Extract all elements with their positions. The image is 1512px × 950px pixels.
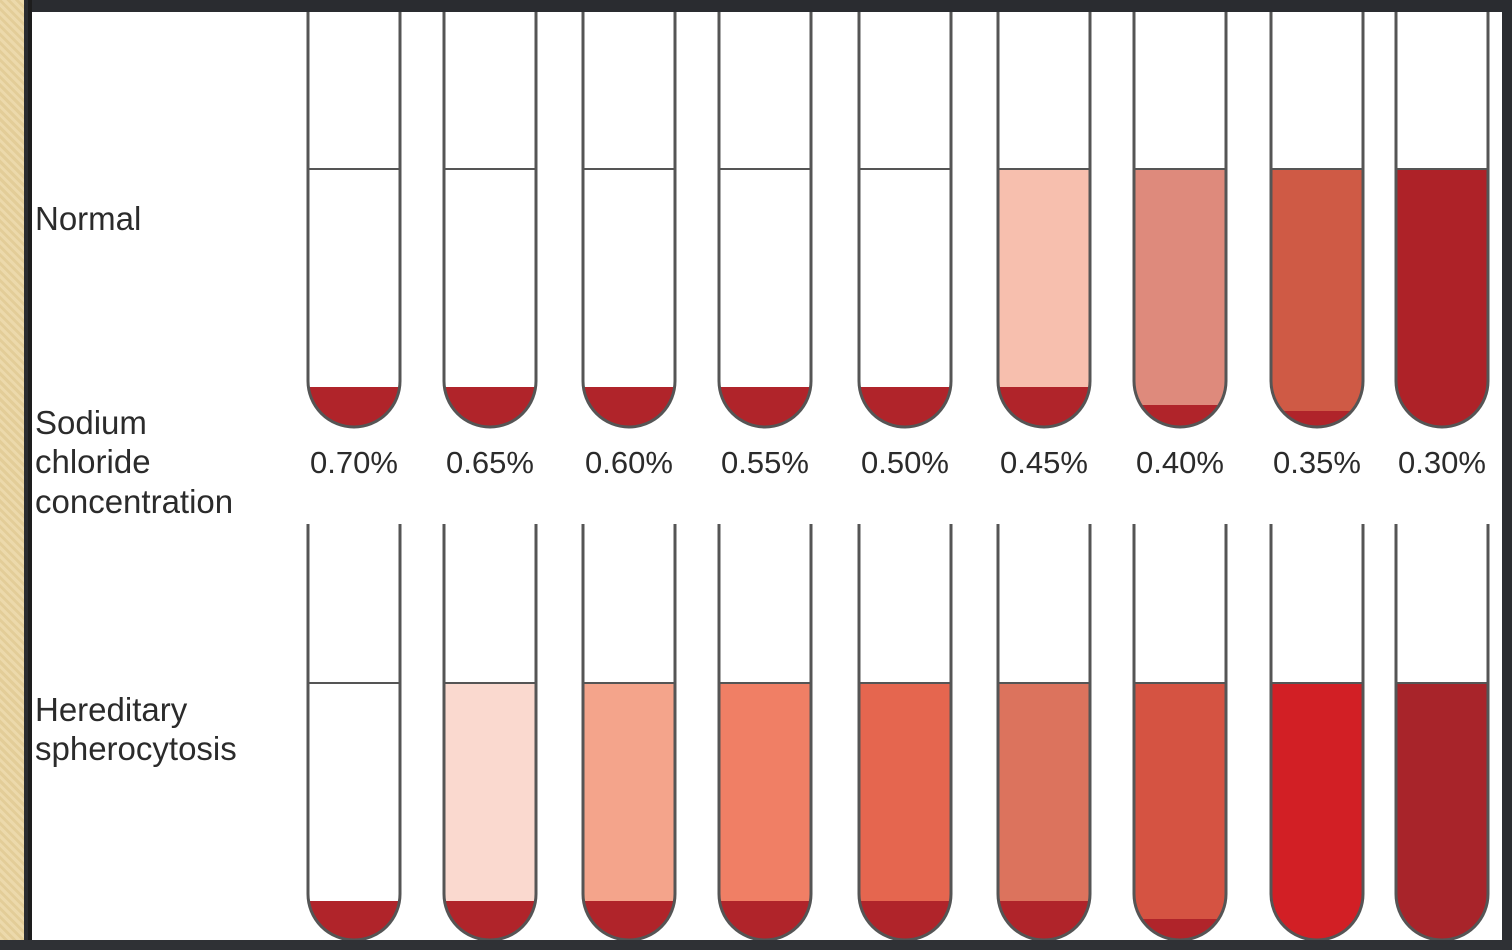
tube-outline <box>996 524 1092 940</box>
tube-outline <box>442 524 538 940</box>
tube-liquid <box>583 683 675 940</box>
concentration-label-5: 0.50% <box>861 445 949 480</box>
tubes-layer <box>306 12 1490 940</box>
tube-outline <box>1394 524 1490 940</box>
tube-normal-7 <box>1132 12 1228 429</box>
tube-normal-3 <box>581 12 677 429</box>
tube-outline <box>581 12 677 429</box>
tube-sediment <box>1134 919 1226 940</box>
tube-sediment <box>1134 405 1226 427</box>
tube-outline <box>306 524 402 940</box>
tube-sediment <box>583 387 675 427</box>
tube-sediment <box>998 901 1090 940</box>
left-divider <box>28 0 32 940</box>
concentration-label-1: 0.70% <box>310 445 398 480</box>
tube-hs-8 <box>1269 524 1365 940</box>
tube-outline <box>442 12 538 429</box>
tube-outline <box>717 12 813 429</box>
concentration-label-2: 0.65% <box>446 445 534 480</box>
tube-outline <box>1132 524 1228 940</box>
tube-sediment <box>308 387 400 427</box>
concentration-labels: 0.70% 0.65% 0.60% 0.55% 0.50% 0.45% 0.40% 0.35%… <box>310 445 1486 480</box>
tube-hs-2 <box>442 524 538 940</box>
right-border <box>1502 0 1512 940</box>
tube-normal-8 <box>1269 12 1365 429</box>
tube-normal-6 <box>996 12 1092 429</box>
tube-hs-3 <box>581 524 677 940</box>
concentration-label-4: 0.55% <box>721 445 809 480</box>
tube-sediment <box>308 901 400 940</box>
tube-sediment <box>583 901 675 940</box>
tube-outline <box>1269 12 1365 429</box>
sodium-label-line-3: concentration <box>35 483 233 520</box>
tube-normal-5 <box>857 12 953 429</box>
tube-liquid <box>719 683 811 940</box>
tube-outline <box>1269 524 1365 940</box>
decorative-border <box>0 0 24 940</box>
sodium-label-line-2: chloride <box>35 443 151 480</box>
tube-normal-4 <box>717 12 813 429</box>
tube-normal-2 <box>442 12 538 429</box>
tube-liquid <box>1134 683 1226 940</box>
tube-hs-6 <box>996 524 1092 940</box>
tube-outline <box>857 12 953 429</box>
tube-liquid <box>859 683 951 940</box>
diagram-panel: Normal Sodium chloride concentration 0.7… <box>32 12 1502 940</box>
tube-outline <box>717 524 813 940</box>
tube-liquid <box>998 169 1090 427</box>
tube-sediment <box>719 901 811 940</box>
tube-liquid <box>1271 169 1363 427</box>
tube-hs-4 <box>717 524 813 940</box>
row-label-hs-line-1: Hereditary <box>35 691 188 728</box>
concentration-label-9: 0.30% <box>1398 445 1486 480</box>
concentration-label-7: 0.40% <box>1136 445 1224 480</box>
concentration-label-6: 0.45% <box>1000 445 1088 480</box>
tube-hs-9 <box>1394 524 1490 940</box>
tube-hs-7 <box>1132 524 1228 940</box>
tube-outline <box>996 12 1092 429</box>
tube-sediment <box>859 901 951 940</box>
tube-liquid <box>1396 169 1488 427</box>
tube-liquid <box>444 683 536 940</box>
tube-hs-1 <box>306 524 402 940</box>
tube-sediment <box>719 387 811 427</box>
tube-liquid <box>1396 683 1488 940</box>
tube-sediment <box>444 387 536 427</box>
tube-sediment <box>998 387 1090 427</box>
tube-normal-1 <box>306 12 402 429</box>
sodium-label-line-1: Sodium <box>35 404 147 441</box>
tube-liquid <box>998 683 1090 940</box>
row-label-normal: Normal <box>35 200 141 237</box>
tube-liquid <box>1134 169 1226 427</box>
tube-liquid <box>1271 683 1363 940</box>
tube-sediment <box>859 387 951 427</box>
tube-hs-5 <box>857 524 953 940</box>
bottom-bar <box>0 940 1512 950</box>
tube-normal-9 <box>1394 12 1490 429</box>
tube-outline <box>1132 12 1228 429</box>
tube-outline <box>857 524 953 940</box>
tube-outline <box>306 12 402 429</box>
osmotic-fragility-diagram: Normal Sodium chloride concentration 0.7… <box>35 12 1490 940</box>
tube-outline <box>1394 12 1490 429</box>
tube-outline <box>581 524 677 940</box>
row-label-hs-line-2: spherocytosis <box>35 730 237 767</box>
concentration-label-8: 0.35% <box>1273 445 1361 480</box>
concentration-label-3: 0.60% <box>585 445 673 480</box>
tube-sediment <box>444 901 536 940</box>
